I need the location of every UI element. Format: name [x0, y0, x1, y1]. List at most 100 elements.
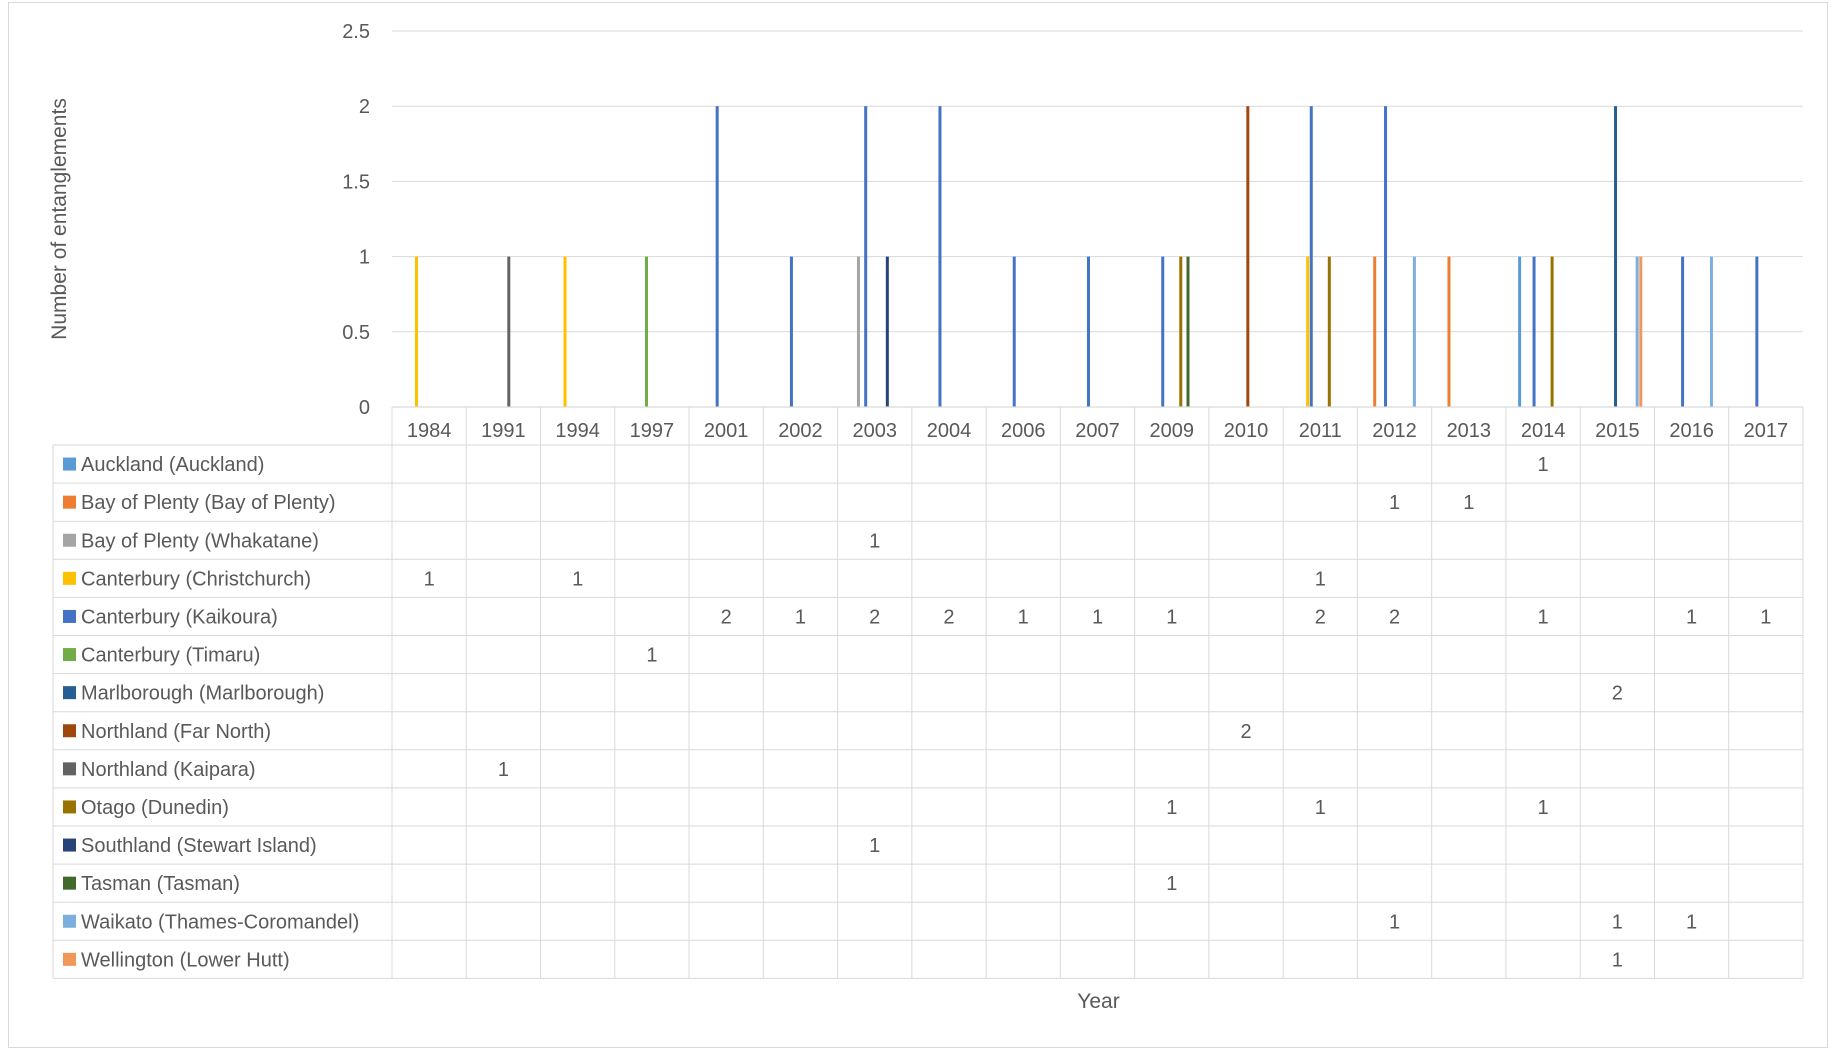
- bar: [563, 256, 567, 407]
- series-name: Bay of Plenty (Whakatane): [81, 530, 319, 552]
- x-tick-label: 1991: [481, 420, 526, 442]
- x-tick-label: 2016: [1669, 420, 1714, 442]
- bar: [1635, 256, 1639, 407]
- x-tick-label: 1994: [555, 420, 600, 442]
- series-name: Tasman (Tasman): [81, 873, 240, 895]
- table-cell-value: 1: [1389, 492, 1400, 514]
- legend-key: [63, 648, 76, 662]
- table-cell-value: 2: [1240, 721, 1251, 743]
- x-tick-label: 2011: [1299, 420, 1342, 442]
- bar: [1012, 256, 1016, 407]
- y-axis-title: Number of entanglements: [48, 98, 71, 340]
- bar: [1755, 256, 1759, 407]
- table-cell-value: 1: [498, 759, 509, 781]
- x-tick-label: 2012: [1372, 420, 1417, 442]
- bar: [1086, 256, 1090, 407]
- legend-key: [63, 571, 76, 585]
- table-cell-value: 2: [1612, 683, 1623, 705]
- y-tick-label: 2.5: [342, 21, 370, 43]
- x-tick-label: 2003: [852, 420, 897, 442]
- table-cell-value: 1: [1463, 492, 1474, 514]
- y-tick-label: 1.5: [342, 171, 370, 193]
- table-cell-value: 1: [1092, 606, 1103, 628]
- table-cell-value: 1: [1389, 911, 1400, 933]
- bar: [1412, 256, 1416, 407]
- series-name: Southland (Stewart Island): [81, 835, 317, 857]
- table-cell-value: 2: [1315, 606, 1326, 628]
- legend-key: [63, 876, 76, 890]
- legend-key: [63, 838, 76, 852]
- series-name: Otago (Dunedin): [81, 797, 229, 819]
- y-tick-label: 1: [359, 247, 370, 269]
- table-cell-value: 1: [1686, 606, 1697, 628]
- legend-key: [63, 495, 76, 509]
- x-tick-label: 2009: [1150, 420, 1195, 442]
- table-cell-value: 1: [424, 568, 435, 590]
- series-name: Wellington (Lower Hutt): [81, 949, 290, 971]
- bar: [1639, 256, 1643, 407]
- bar: [1179, 256, 1183, 407]
- series-name: Canterbury (Kaikoura): [81, 606, 278, 628]
- bar: [1186, 256, 1190, 407]
- x-tick-label: 2004: [927, 420, 972, 442]
- series-name: Canterbury (Christchurch): [81, 568, 311, 590]
- legend-key: [63, 457, 76, 471]
- bar: [1327, 256, 1331, 407]
- bar: [1550, 256, 1554, 407]
- bar: [415, 256, 419, 407]
- x-axis-title: Year: [1077, 990, 1119, 1013]
- y-tick-label: 0.5: [342, 322, 370, 344]
- x-tick-label: 2013: [1447, 420, 1492, 442]
- x-tick-label: 2014: [1521, 420, 1566, 442]
- legend-key: [63, 686, 76, 700]
- bar: [1161, 256, 1165, 407]
- x-tick-label: 1997: [630, 420, 675, 442]
- table-cell-value: 1: [1686, 911, 1697, 933]
- series-name: Marlborough (Marlborough): [81, 683, 324, 705]
- y-tick-label: 2: [359, 96, 370, 118]
- y-tick-label: 0: [359, 397, 370, 419]
- table-cell-value: 2: [869, 606, 880, 628]
- bar: [1614, 106, 1618, 407]
- table-cell-value: 1: [572, 568, 583, 590]
- bar: [885, 256, 889, 407]
- bar: [864, 106, 868, 407]
- x-tick-label: 2010: [1224, 420, 1269, 442]
- bar: [1306, 256, 1310, 407]
- table-cell-value: 1: [1612, 911, 1623, 933]
- table-cell-value: 1: [646, 645, 657, 667]
- series-name: Auckland (Auckland): [81, 454, 264, 476]
- table-cell-value: 1: [1612, 949, 1623, 971]
- x-tick-label: 2007: [1075, 420, 1120, 442]
- legend-key: [63, 800, 76, 814]
- bar: [1246, 106, 1250, 407]
- table-cell-value: 1: [1315, 568, 1326, 590]
- bar: [938, 106, 942, 407]
- series-name: Northland (Kaipara): [81, 759, 256, 781]
- bar: [1532, 256, 1536, 407]
- bar: [1373, 256, 1377, 407]
- legend-key: [63, 609, 76, 623]
- x-tick-label: 1984: [407, 420, 452, 442]
- table-cell-value: 1: [1018, 606, 1029, 628]
- table-cell-value: 1: [1315, 797, 1326, 819]
- table-cell-value: 1: [1166, 797, 1177, 819]
- table-cell-value: 2: [943, 606, 954, 628]
- series-name: Northland (Far North): [81, 721, 271, 743]
- bar: [856, 256, 860, 407]
- series-name: Waikato (Thames-Coromandel): [81, 911, 359, 933]
- table-cell-value: 2: [1389, 606, 1400, 628]
- bar: [1709, 256, 1713, 407]
- x-tick-label: 2017: [1744, 420, 1789, 442]
- table-cell-value: 1: [869, 530, 880, 552]
- series-name: Bay of Plenty (Bay of Plenty): [81, 492, 336, 514]
- legend-key: [63, 952, 76, 966]
- bar: [1447, 256, 1451, 407]
- bar: [715, 106, 719, 407]
- table-cell-value: 1: [1538, 606, 1549, 628]
- x-tick-label: 2001: [704, 420, 749, 442]
- x-tick-label: 2002: [778, 420, 823, 442]
- legend-key: [63, 724, 76, 738]
- bar: [1681, 256, 1685, 407]
